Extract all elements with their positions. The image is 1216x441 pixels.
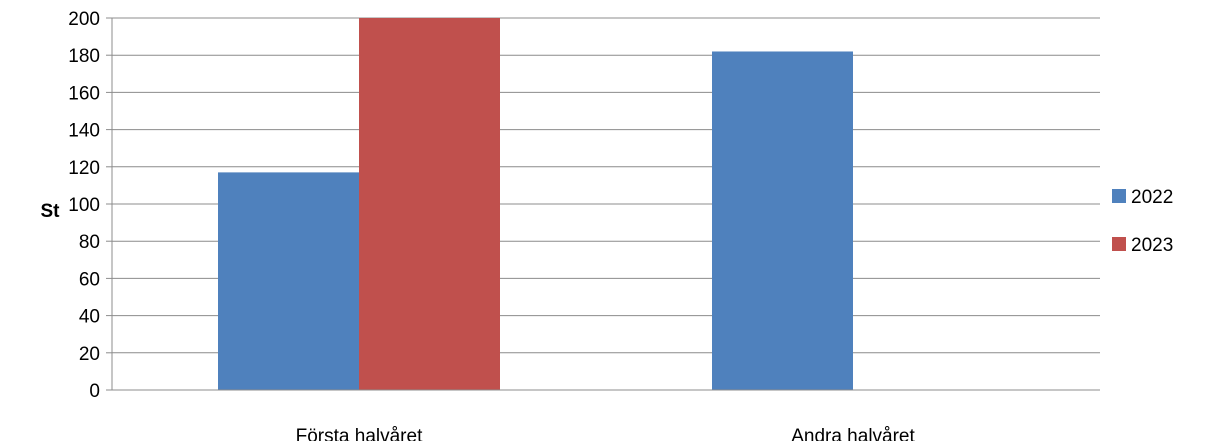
axes bbox=[111, 18, 1100, 391]
legend: 2022 2023 bbox=[1112, 187, 1173, 256]
y-tick-label: 200 bbox=[68, 9, 100, 30]
legend-swatch-2022 bbox=[1112, 189, 1126, 203]
y-tick-label: 80 bbox=[79, 232, 100, 253]
bar-2023-0 bbox=[359, 18, 500, 390]
legend-label-2022: 2022 bbox=[1131, 187, 1173, 208]
legend-swatch-2023 bbox=[1112, 237, 1126, 251]
y-tick-label: 140 bbox=[68, 121, 100, 142]
y-tick-label: 0 bbox=[89, 381, 100, 402]
y-tick-label: 100 bbox=[68, 195, 100, 216]
legend-label-2023: 2023 bbox=[1131, 235, 1173, 256]
y-axis-label: St bbox=[41, 201, 61, 222]
y-tick-label: 160 bbox=[68, 83, 100, 104]
y-tick-label: 120 bbox=[68, 158, 100, 179]
y-tick-label: 20 bbox=[79, 344, 100, 365]
x-category-label: Andra halvåret bbox=[791, 426, 915, 441]
bars bbox=[218, 18, 853, 390]
y-tick-label: 180 bbox=[68, 46, 100, 67]
x-category-label: Första halvåret bbox=[296, 426, 423, 441]
y-tick-labels: 0 20 40 60 80 100 120 140 160 180 200 bbox=[68, 9, 100, 402]
y-tick-label: 60 bbox=[79, 269, 100, 290]
x-category-labels: Första halvåret Andra halvåret bbox=[296, 426, 916, 441]
y-tick-label: 40 bbox=[79, 307, 100, 328]
bar-2022-0 bbox=[218, 172, 359, 390]
bar-2022-1 bbox=[712, 51, 853, 390]
